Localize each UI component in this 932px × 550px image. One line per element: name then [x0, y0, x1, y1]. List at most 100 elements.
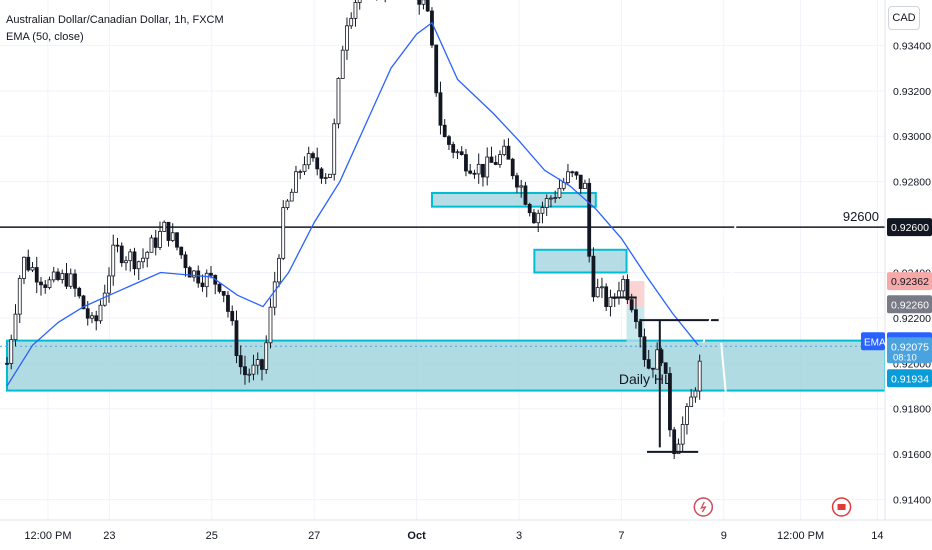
candle-body [438, 92, 443, 126]
candle-body [519, 185, 524, 188]
candle-body [175, 232, 179, 248]
candle-body [532, 212, 536, 224]
candle-body [451, 144, 456, 153]
zone-z1 [430, 192, 597, 208]
candle-body [604, 286, 609, 307]
candle-body [111, 244, 116, 277]
y-tick-label: 0.91400 [893, 495, 931, 507]
y-tick-label: 0.91800 [893, 404, 931, 416]
candle-body [668, 373, 672, 431]
candle-body [625, 279, 630, 301]
indicator-label: EMA (50, close) [6, 31, 84, 43]
chart-legend: Australian Dollar/Canadian Dollar, 1h, F… [6, 12, 224, 46]
candle-body [566, 171, 570, 184]
candle-body [523, 185, 528, 205]
candle-body [306, 153, 311, 166]
candle-body [459, 151, 464, 155]
candle-body [319, 168, 324, 179]
candle-body [136, 261, 141, 270]
currency-button[interactable]: CAD [888, 6, 920, 30]
candle-body [5, 362, 9, 365]
candle-body [570, 171, 575, 174]
candle-body [646, 359, 651, 369]
candle-body [553, 197, 558, 199]
candle-body [230, 311, 235, 322]
candle-body [145, 251, 150, 259]
candle-body [34, 267, 39, 283]
candle-body [268, 306, 273, 344]
price-tag-bg [887, 295, 932, 314]
y-tick-label: 0.93400 [893, 40, 931, 52]
y-tick-label: 0.93000 [893, 131, 931, 143]
candle-body [115, 244, 120, 247]
candle-body [672, 429, 677, 455]
candle-body [425, 0, 430, 12]
y-tick-label: 0.92200 [893, 313, 931, 325]
candle-body [455, 151, 460, 154]
price-tag-bg [887, 337, 932, 364]
ema-line [6, 21, 699, 387]
price-tag-bg [887, 272, 932, 291]
candle-body [196, 270, 201, 284]
candle-body [464, 154, 468, 172]
candle-body [162, 221, 167, 232]
candle-body [238, 355, 243, 368]
candle-body [153, 237, 158, 248]
candle-body [642, 336, 647, 360]
candle-body [638, 321, 643, 338]
candle-body [98, 304, 103, 322]
candle-body [51, 271, 56, 281]
candle-body [481, 163, 485, 178]
candle-body [243, 366, 247, 376]
ema-prefix: EMA [864, 337, 886, 348]
candle-body [73, 273, 77, 289]
candle-body [200, 282, 205, 288]
candle-body [22, 256, 26, 279]
candle-body [9, 339, 14, 364]
candle-body [68, 273, 73, 287]
candle-body [489, 156, 494, 163]
candle-body [102, 292, 107, 306]
candle-body [578, 174, 583, 189]
candle-body [77, 287, 82, 297]
candle-body [549, 197, 553, 200]
x-tick-label: 12:00 PM [777, 530, 824, 542]
candle-body [60, 273, 65, 280]
candle-body [56, 271, 60, 280]
candle-body [64, 273, 69, 287]
candle-body [209, 272, 213, 276]
y-tick-label: 0.92800 [893, 177, 931, 189]
candle-body [676, 443, 681, 455]
candle-body [587, 182, 592, 257]
candle-body [540, 207, 545, 214]
zone-main [6, 339, 886, 392]
candle-body [502, 145, 507, 156]
candle-body [332, 123, 337, 175]
price-tag-bg [887, 369, 932, 388]
x-tick-label: 27 [308, 530, 320, 542]
candle-body [264, 342, 269, 370]
candle-body [107, 275, 111, 294]
candle-body [417, 0, 422, 5]
candle-body [328, 173, 332, 178]
candle-body [90, 315, 94, 319]
candle-body [302, 164, 307, 172]
candle-body [608, 297, 613, 307]
candle-body [663, 362, 668, 374]
candle-body [277, 257, 281, 283]
candle-body [621, 279, 626, 292]
candle-body [289, 191, 294, 202]
price-tag: 0.92362 [891, 276, 929, 288]
lightning-icon-mark [700, 501, 707, 513]
candle-body [680, 424, 685, 445]
projection-up-arrow-head [730, 206, 742, 220]
candle-body [30, 267, 35, 271]
candle-body [81, 295, 86, 310]
level-label: 92600 [843, 209, 879, 224]
candle-body [629, 299, 634, 311]
x-tick-label: 9 [721, 530, 727, 542]
candle-body [510, 158, 515, 177]
candle-body [336, 78, 341, 125]
